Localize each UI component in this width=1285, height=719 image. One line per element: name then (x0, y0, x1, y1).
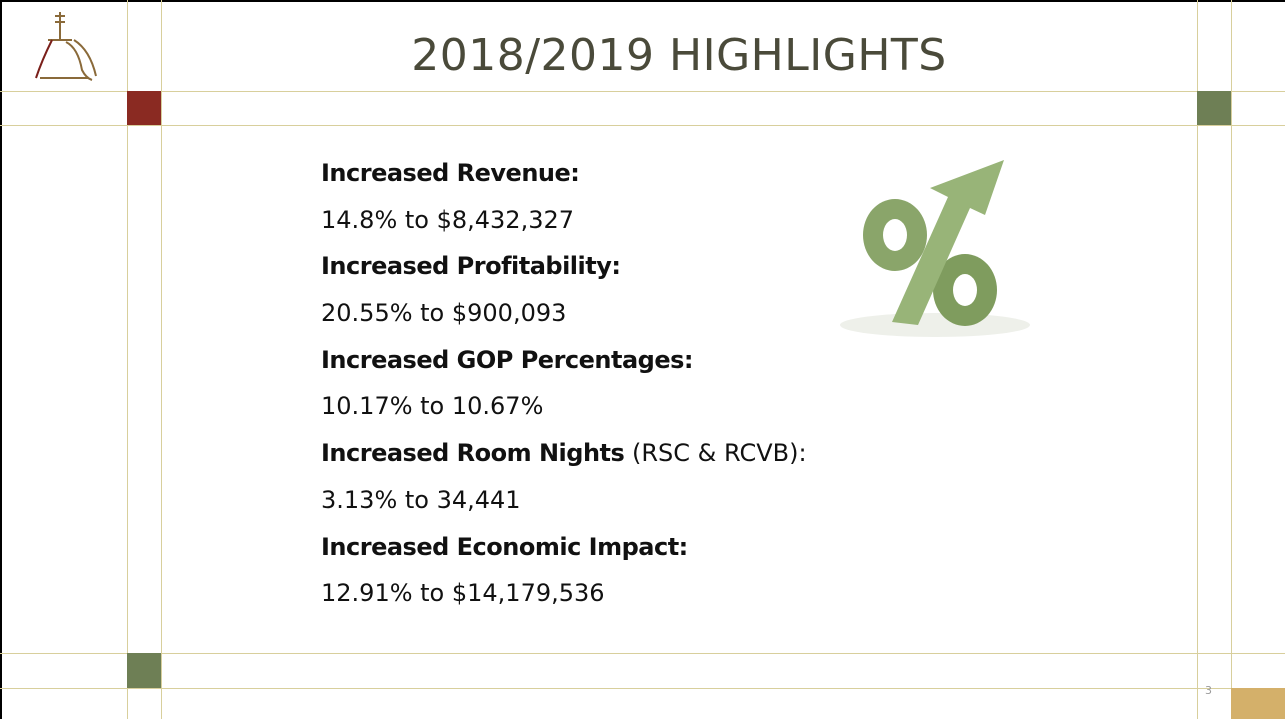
icon-hole (883, 219, 907, 251)
heading-text: Increased Room Nights (321, 439, 625, 468)
page-number: 3 (1205, 684, 1212, 697)
item-heading: Increased Revenue: (321, 150, 881, 197)
logo-stroke (73, 39, 97, 77)
logo-stroke (65, 41, 93, 81)
heading-text: Increased Economic Impact: (321, 532, 688, 561)
accent-square (127, 91, 161, 125)
heading-note: (RSC & RCVB): (631, 439, 807, 468)
slide-title: 2018/2019 HIGHLIGHTS (411, 30, 947, 81)
icon-hole (953, 274, 977, 306)
heading-text: Increased GOP Percentages: (321, 345, 694, 374)
item-detail: 3.13% to 34,441 (321, 485, 521, 514)
icon-arrow (892, 160, 1004, 325)
heading-text: Increased Revenue: (321, 159, 580, 187)
heading-text: Increased Profitability: (321, 252, 621, 281)
item-heading: Increased GOP Percentages: (321, 337, 881, 384)
logo (35, 12, 97, 81)
highlights-list: Increased Revenue: 14.8% to $8,432,327 I… (321, 150, 881, 617)
logo-post (48, 12, 72, 41)
item-heading: Increased Economic Impact: (321, 524, 881, 571)
accent-square (1197, 91, 1231, 125)
item-detail: 20.55% to $900,093 (321, 299, 567, 328)
item-detail: 12.91% to $14,179,536 (321, 579, 605, 608)
accent-square (127, 653, 161, 688)
item-detail: 14.8% to $8,432,327 (321, 205, 575, 234)
item-detail: 10.17% to 10.67% (321, 392, 544, 421)
percent-icon (840, 160, 1030, 337)
item-heading: Increased Profitability: (321, 243, 881, 290)
accent-square (1231, 688, 1285, 719)
item-heading: Increased Room Nights (RSC & RCVB): (321, 430, 881, 477)
logo-stroke (35, 39, 53, 79)
